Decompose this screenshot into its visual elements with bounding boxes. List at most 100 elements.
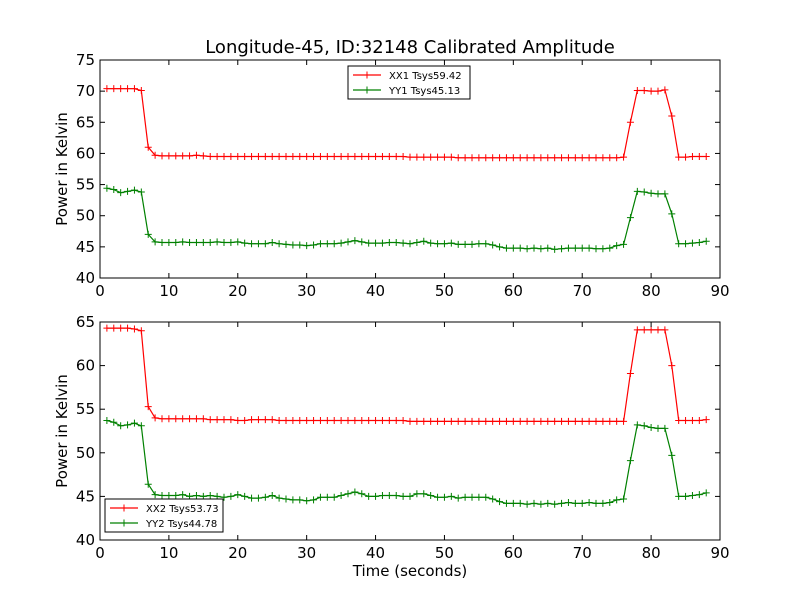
data-point <box>213 238 221 246</box>
data-point <box>254 416 262 424</box>
data-point <box>144 143 152 151</box>
data-point <box>199 152 207 160</box>
data-point <box>427 417 435 425</box>
legend-label: YY1 Tsys45.13 <box>388 86 460 97</box>
plot-frame <box>99 59 721 279</box>
data-point <box>516 417 524 425</box>
data-point <box>399 239 407 247</box>
data-point <box>454 240 462 248</box>
data-point <box>420 490 428 498</box>
data-point <box>192 492 200 500</box>
data-point <box>537 245 545 253</box>
data-point <box>544 499 552 507</box>
data-point <box>337 239 345 247</box>
data-point <box>640 326 648 334</box>
data-point <box>124 421 132 429</box>
data-point <box>268 416 276 424</box>
data-point <box>365 492 373 500</box>
data-point <box>682 240 690 248</box>
data-point <box>337 153 345 161</box>
data-point <box>675 153 683 161</box>
series-1-1 <box>103 85 710 162</box>
series-2-1 <box>103 324 710 425</box>
data-point <box>296 496 304 504</box>
data-point <box>482 154 490 162</box>
data-point <box>192 238 200 246</box>
data-point <box>599 499 607 507</box>
data-point <box>585 244 593 252</box>
data-point <box>199 415 207 423</box>
data-point <box>296 417 304 425</box>
data-point <box>310 241 318 249</box>
y-tick-label: 55 <box>76 400 95 418</box>
data-point <box>578 244 586 252</box>
data-point <box>447 492 455 500</box>
data-point <box>151 238 159 246</box>
data-point <box>551 154 559 162</box>
data-point <box>179 152 187 160</box>
data-point <box>413 238 421 246</box>
data-point <box>516 244 524 252</box>
data-point <box>509 499 517 507</box>
data-point <box>165 238 173 246</box>
data-point <box>682 417 690 425</box>
data-point <box>372 153 380 161</box>
data-point <box>234 417 242 425</box>
data-point <box>440 153 448 161</box>
x-tick-label: 40 <box>366 282 385 300</box>
legend-box <box>347 65 471 100</box>
data-point <box>296 153 304 161</box>
data-point <box>234 153 242 161</box>
data-point <box>434 153 442 161</box>
data-point <box>372 239 380 247</box>
data-point <box>496 243 504 251</box>
legend-marker <box>363 86 371 94</box>
data-point <box>447 417 455 425</box>
data-point <box>647 424 655 432</box>
data-point <box>289 153 297 161</box>
data-point <box>489 417 497 425</box>
data-point <box>241 239 249 247</box>
data-point <box>626 457 634 465</box>
x-tick-label: 30 <box>297 282 316 300</box>
data-point <box>241 492 249 500</box>
data-point <box>206 153 214 161</box>
data-point <box>468 240 476 248</box>
data-point <box>130 325 138 333</box>
data-point <box>695 153 703 161</box>
data-point <box>275 240 283 248</box>
data-point <box>227 238 235 246</box>
data-point <box>599 417 607 425</box>
data-point <box>310 417 318 425</box>
y-tick-label: 65 <box>76 113 95 131</box>
data-point <box>606 417 614 425</box>
data-point <box>165 415 173 423</box>
data-point <box>447 153 455 161</box>
data-point <box>103 184 111 192</box>
data-point <box>144 480 152 488</box>
data-point <box>130 85 138 93</box>
data-point <box>578 417 586 425</box>
data-point <box>516 154 524 162</box>
y-tick-label: 70 <box>76 82 95 100</box>
data-point <box>668 362 676 370</box>
data-point <box>682 153 690 161</box>
data-point <box>385 417 393 425</box>
data-point <box>537 500 545 508</box>
data-point <box>434 417 442 425</box>
data-point <box>592 154 600 162</box>
data-point <box>268 238 276 246</box>
data-point <box>509 154 517 162</box>
data-point <box>695 238 703 246</box>
legend-marker <box>120 504 128 512</box>
data-point <box>620 240 628 248</box>
data-point <box>227 492 235 500</box>
data-point <box>551 417 559 425</box>
data-point <box>675 492 683 500</box>
data-point <box>179 238 187 246</box>
data-point <box>675 417 683 425</box>
data-point <box>275 417 283 425</box>
series-2-2 <box>103 417 710 508</box>
data-point <box>647 189 655 197</box>
